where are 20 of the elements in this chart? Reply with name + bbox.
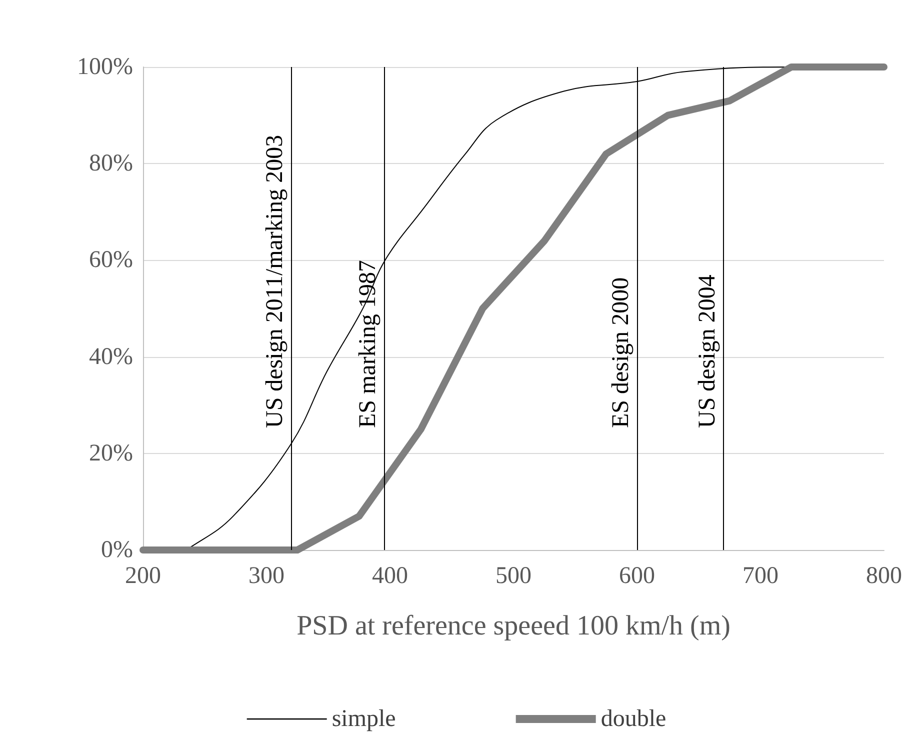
y-tick-label: 20% [89,440,133,466]
y-tick-label: 100% [77,54,133,80]
y-tick-label: 80% [89,150,133,177]
ref-line-label: US design 2011/marking 2003 [262,134,288,428]
ref-line-label: ES marking 1987 [354,260,381,428]
y-tick-label: 40% [89,344,133,370]
legend-label: simple [332,706,396,732]
x-tick-label: 500 [496,563,532,589]
x-tick-label: 700 [742,563,778,589]
y-tick-label: 60% [89,247,133,274]
x-axis-title: PSD at reference speeed 100 km/h (m) [296,610,730,642]
ref-line-label: US design 2004 [694,274,720,428]
x-tick-label: 800 [866,563,902,589]
x-tick-label: 400 [372,563,408,589]
ref-line-label: ES design 2000 [608,277,634,428]
y-tick-label: 0% [101,537,133,563]
x-tick-label: 300 [248,563,284,589]
legend-label: double [600,706,666,732]
x-tick-label: 200 [125,563,161,589]
x-tick-label: 600 [619,563,655,589]
